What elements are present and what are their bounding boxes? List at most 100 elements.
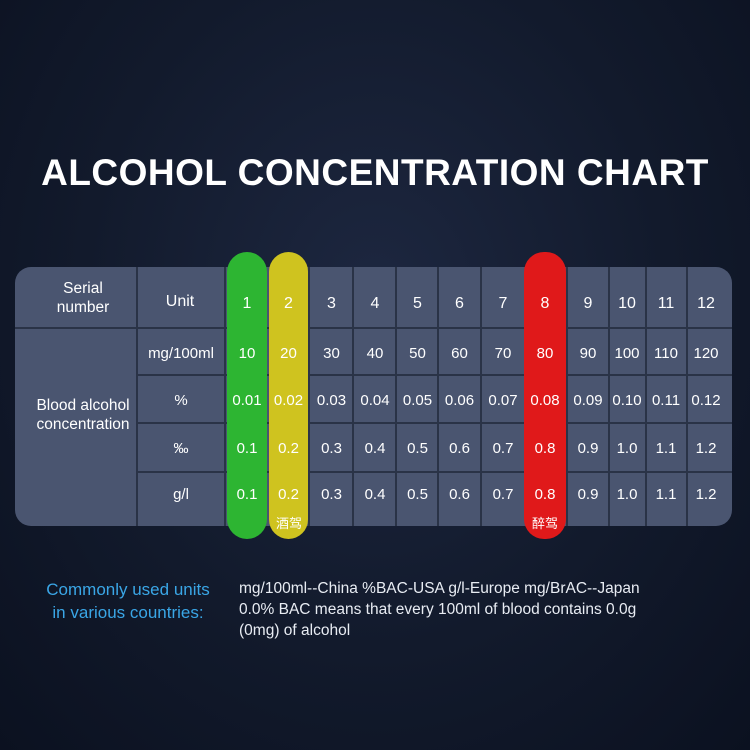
yellow-highlight-column: [269, 252, 308, 539]
serial-number: 7: [498, 295, 508, 312]
table-cell: 0.05: [402, 391, 433, 409]
table-cell: 40: [366, 344, 384, 362]
units-note-line1: mg/100ml--China %BAC-USA g/l-Europe mg/B…: [239, 580, 640, 597]
units-note-label-line2: in various countries:: [52, 603, 204, 622]
red-highlight-column: [524, 252, 566, 539]
table-cell: 1.2: [695, 439, 717, 457]
table-cell: 30: [323, 344, 340, 362]
grid-line: [136, 471, 732, 473]
table-cell: 0.12: [691, 391, 721, 409]
table-cell: 0.07: [488, 391, 518, 409]
table-cell: 100: [614, 344, 640, 362]
table-cell: 0.8: [534, 485, 556, 503]
row-group-label-line2: concentration: [36, 416, 130, 433]
table-cell: 0.3: [321, 439, 342, 457]
table-cell: 1.1: [655, 439, 677, 457]
row-group-label-line1: Blood alcohol: [36, 397, 130, 414]
table-cell: 0.09: [573, 391, 603, 409]
concentration-table: [15, 267, 732, 526]
table-cell: 0.01: [232, 391, 262, 409]
serial-number: 5: [413, 295, 422, 312]
unit-label: mg/100ml: [148, 344, 214, 362]
serial-header-line1: Serial: [63, 280, 103, 297]
table-cell: 0.9: [577, 439, 599, 457]
table-cell: 20: [280, 344, 297, 362]
serial-number: 9: [583, 295, 593, 312]
serial-number: 3: [327, 295, 336, 312]
table-cell: 0.7: [492, 439, 514, 457]
units-note-label-line1: Commonly used units: [46, 580, 210, 599]
table-cell: 0.5: [407, 439, 428, 457]
grid-line: [686, 267, 688, 526]
table-cell: 0.6: [449, 439, 470, 457]
grid-line: [395, 267, 397, 526]
grid-line: [645, 267, 647, 526]
grid-line: [608, 267, 610, 526]
table-cell: 0.02: [273, 391, 304, 409]
unit-header: Unit: [165, 293, 195, 310]
drunk-driving-tag: 醉驾: [531, 515, 558, 531]
grid-line: [15, 327, 732, 329]
table-cell: 0.9: [577, 485, 599, 503]
table-cell: 1.2: [695, 485, 717, 503]
table-cell: 0.4: [364, 439, 386, 457]
serial-number: 4: [370, 295, 380, 312]
grid-line: [136, 267, 138, 526]
table-cell: 0.2: [278, 439, 299, 457]
grid-line: [437, 267, 439, 526]
serial-number: 11: [657, 295, 675, 312]
table-cell: 0.03: [316, 391, 347, 409]
table-cell: 50: [409, 344, 426, 362]
unit-label: ‰: [173, 439, 189, 457]
table-cell: 0.5: [407, 485, 428, 503]
table-cell: 0.1: [236, 485, 258, 503]
table-cell: 120: [693, 344, 719, 362]
serial-number: 6: [455, 295, 464, 312]
grid-line: [352, 267, 354, 526]
green-highlight-column: [227, 252, 267, 539]
table-cell: 1.0: [616, 439, 638, 457]
serial-number: 10: [618, 295, 636, 312]
table-cell: 0.6: [449, 485, 470, 503]
table-cell: 0.1: [236, 439, 258, 457]
grid-line: [224, 267, 226, 526]
table-cell: 0.08: [530, 391, 560, 409]
table-cell: 0.06: [444, 391, 475, 409]
grid-line: [308, 267, 310, 526]
serial-header-line2: number: [56, 299, 110, 316]
table-cell: 10: [238, 344, 256, 362]
table-cell: 70: [494, 344, 512, 362]
table-cell: 110: [654, 344, 678, 362]
blood-alcohol-concentration-label: Blood alcohol concentration: [15, 375, 151, 455]
table-cell: 0.11: [651, 391, 681, 409]
serial-number: 1: [242, 295, 252, 312]
table-cell: 0.10: [612, 391, 642, 409]
table-cell: 0.8: [534, 439, 556, 457]
table-cell: 1.1: [655, 485, 677, 503]
grid-line: [136, 374, 732, 376]
table-cell: 90: [579, 344, 597, 362]
units-note-line3: (0mg) of alcohol: [239, 622, 351, 639]
table-cell: 0.4: [364, 485, 386, 503]
grid-line: [480, 267, 482, 526]
serial-number: 8: [540, 295, 550, 312]
serial-number-header: Serial number: [15, 275, 151, 321]
table-cell: 80: [536, 344, 554, 362]
drink-driving-tag: 酒驾: [275, 515, 302, 531]
table-cell: 0.04: [360, 391, 390, 409]
table-cell: 0.2: [278, 485, 299, 503]
table-cell: 60: [451, 344, 468, 362]
unit-label: %: [174, 391, 188, 409]
serial-number: 12: [697, 295, 715, 312]
units-note-text: mg/100ml--China %BAC-USA g/l-Europe mg/B…: [239, 578, 739, 641]
units-note-line2: 0.0% BAC means that every 100ml of blood…: [239, 601, 637, 618]
chart-title: ALCOHOL CONCENTRATION CHART: [41, 152, 709, 193]
grid-line: [136, 422, 732, 424]
table-cell: 0.3: [321, 485, 342, 503]
units-note-label: Commonly used units in various countries…: [22, 578, 234, 624]
table-cell: 1.0: [616, 485, 638, 503]
table-cell: 0.7: [492, 485, 514, 503]
serial-number: 2: [284, 295, 293, 312]
grid-line: [566, 267, 568, 526]
unit-label: g/l: [173, 485, 189, 503]
